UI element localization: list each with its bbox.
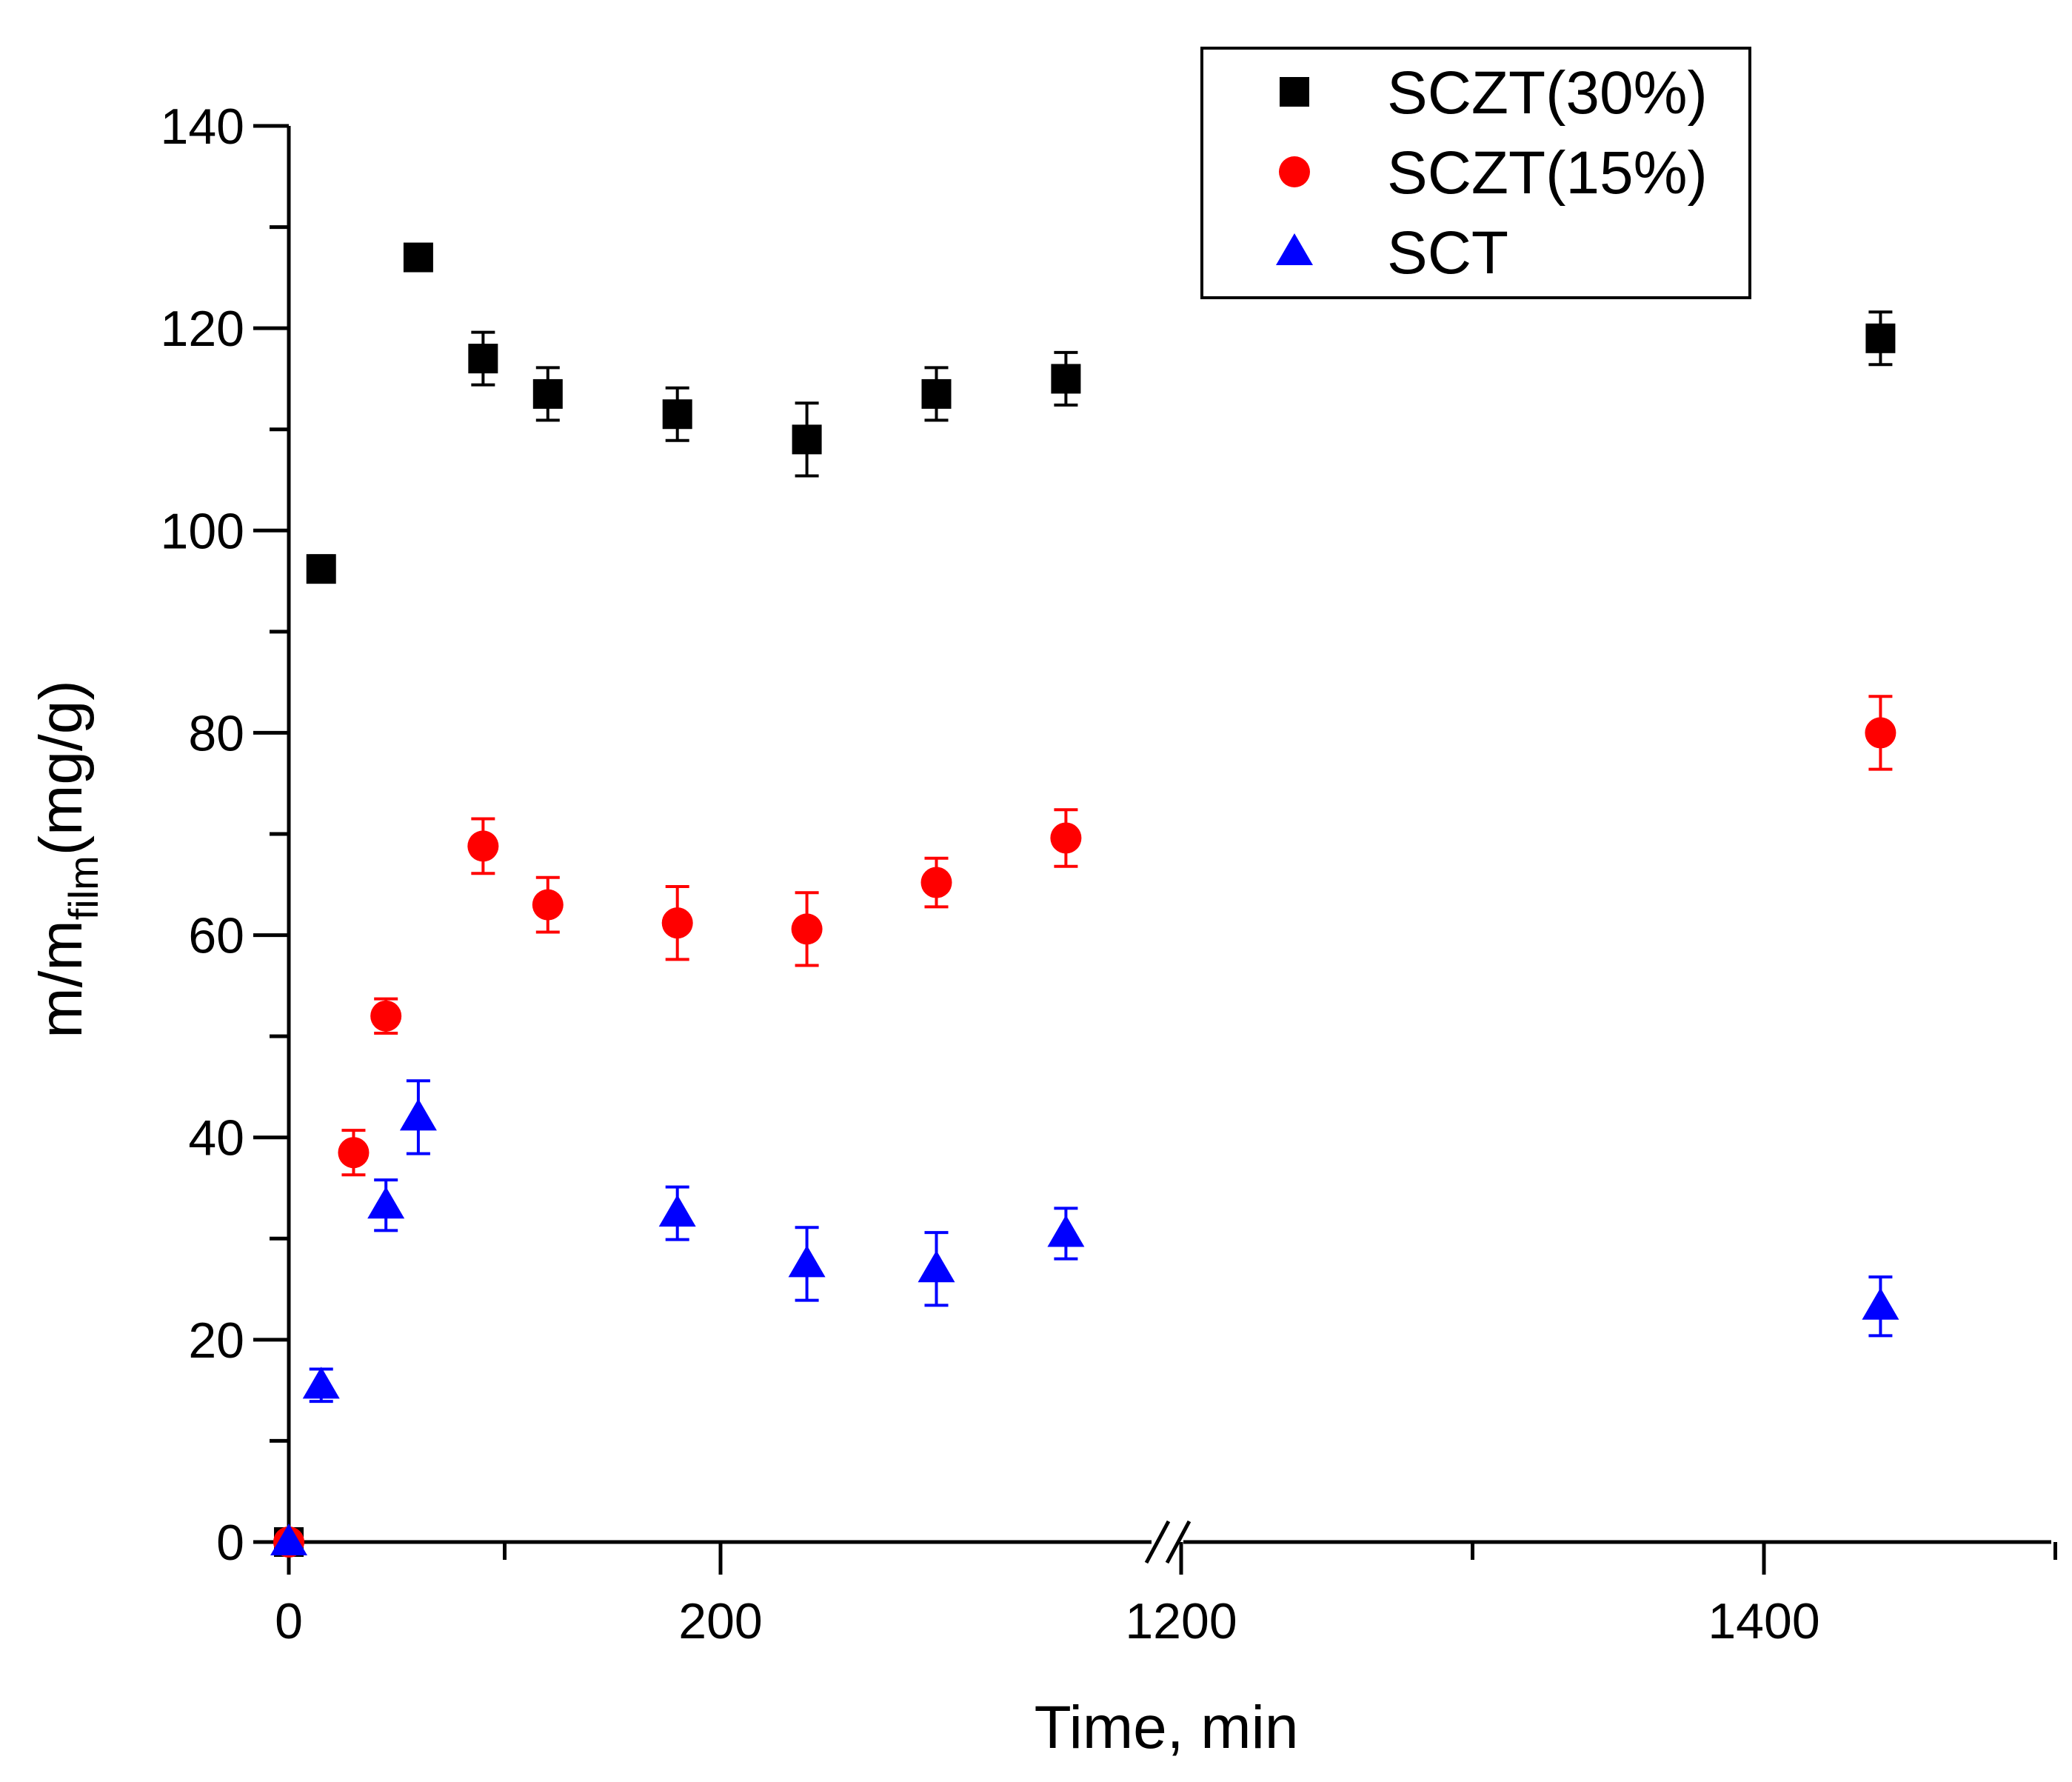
data-point [370,1000,402,1032]
y-axis-title-main: m/m [27,920,95,1038]
legend-label: SCT [1387,219,1508,287]
data-point [791,913,823,945]
series-triangle [270,1079,1899,1555]
legend-marker [1280,77,1309,107]
data-point [1865,323,1896,353]
data-point [1862,1287,1899,1320]
y-ticks [253,124,289,1544]
data-point [367,1187,405,1219]
y-axis-title: m/mfilm(mg/g) [27,680,107,1038]
y-tick-label: 60 [188,908,244,964]
x-tick-label: 0 [275,1593,303,1649]
data-point [399,1098,437,1131]
y-axis-title-subscript: film [60,855,107,920]
y-tick-label: 120 [161,301,244,357]
plot-data [270,242,1899,1558]
data-point [1865,717,1896,749]
data-point [270,1524,307,1555]
y-axis-title-suffix: (mg/g) [27,680,95,855]
data-point [403,242,433,273]
axes [287,126,2051,1566]
x-tick-label: 200 [678,1593,762,1649]
data-point [792,424,822,455]
data-point [306,554,336,584]
y-tick-label: 0 [216,1515,244,1571]
data-point [468,344,498,374]
data-point [302,1366,340,1399]
series-square [274,242,1896,1557]
data-point [532,378,563,409]
y-tick-label: 80 [188,705,244,761]
y-tick-label: 140 [161,99,244,155]
data-point [662,399,692,430]
legend-label: SCZT(15%) [1387,139,1708,207]
legend-marker [1276,233,1313,265]
data-point [788,1245,826,1278]
data-point [532,889,564,921]
data-point [918,1250,955,1283]
y-tick-label: 100 [161,503,244,559]
legend-label: SCZT(30%) [1387,59,1708,127]
y-tick-label: 40 [188,1110,244,1167]
y-tick-label: 20 [188,1312,244,1369]
data-point [1050,822,1082,854]
data-point [661,907,693,939]
data-point [920,867,952,898]
axis-break-mark [1144,1518,1192,1566]
series-circle [273,695,1896,1558]
x-tick-label: 1200 [1125,1593,1237,1649]
data-point [658,1195,696,1227]
data-point [467,830,499,862]
data-point [1051,364,1081,394]
data-point [338,1137,370,1169]
x-axis-title: Time, min [1035,1694,1299,1761]
legend-marker [1279,156,1310,187]
legend: SCZT(30%) SCZT(15%) SCT [1200,47,1751,299]
data-point [1047,1215,1085,1247]
data-point [921,378,952,409]
x-tick-label: 1400 [1708,1593,1819,1649]
